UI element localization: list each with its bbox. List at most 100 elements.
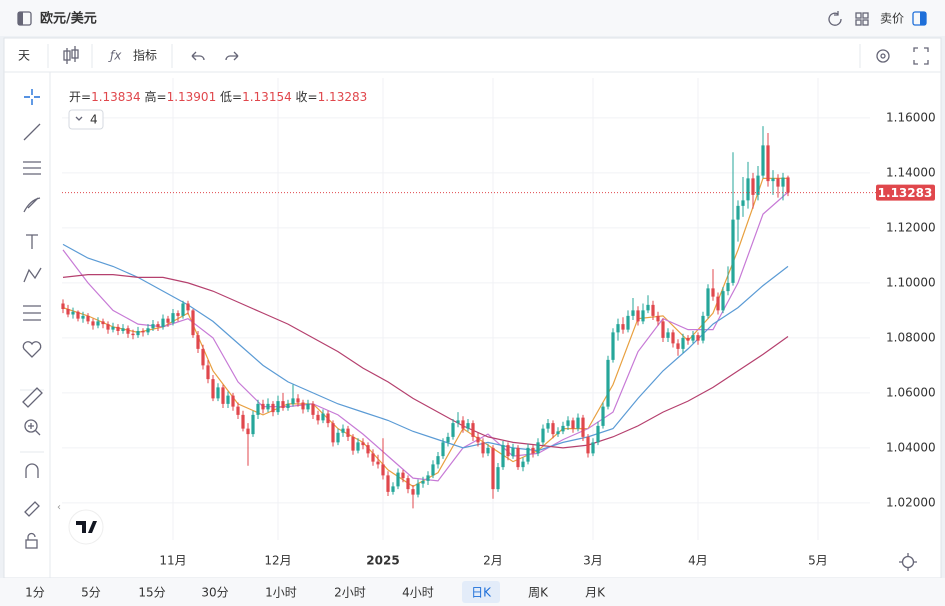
candle-body [496,467,500,490]
period-button[interactable]: 天 [18,49,30,63]
candle-body [141,331,145,333]
candle-body [596,425,600,443]
timeframe-button[interactable]: 15分 [138,586,165,600]
candle-body [256,403,260,415]
pattern-tool[interactable] [23,267,42,283]
favorite-tool[interactable] [22,341,42,358]
candle-body [571,420,575,429]
moving-average-line [62,191,789,482]
candle-body [121,328,125,331]
candle-body [401,472,405,479]
y-tick-label: 1.16000 [886,110,936,124]
chart-frame [3,37,942,579]
candle-body [716,296,720,311]
candle-body [626,315,630,330]
collapse-arrow[interactable]: ‹ [57,502,61,513]
settings-icon-core [880,53,886,59]
candle-body [781,177,785,187]
high-label: 高= [145,89,167,104]
candle-body [61,303,65,309]
candle-body [276,401,280,413]
candle-body [101,321,105,325]
lock-tool[interactable] [25,539,38,549]
candle-body [231,395,235,407]
candle-body [631,310,635,316]
timeframe-button[interactable]: 30分 [201,586,228,600]
candle-body [531,447,535,454]
fullscreen-icon[interactable] [913,47,929,65]
candle-body [506,445,510,457]
timeframe-button[interactable]: 周K [528,586,549,600]
candle-body [161,318,165,327]
candle-body [641,310,645,322]
magnet-tool[interactable] [25,463,39,478]
y-tick-label: 1.02000 [886,495,936,509]
ruler-tool[interactable] [22,387,43,408]
candle-body [416,483,420,495]
candle-body [466,423,470,429]
line-tool[interactable] [23,123,41,141]
candle-body [651,304,655,316]
undo-icon[interactable] [191,51,205,61]
low-label: 低= [220,90,242,104]
x-tick-label: 2025 [366,554,399,568]
candle-body [346,428,350,437]
indicator-toggle[interactable] [68,109,104,130]
brush-tool[interactable] [23,197,41,213]
close-value: 1.13283 [318,90,368,104]
candle-body [451,423,455,437]
grid-icon[interactable] [855,12,869,26]
candle-body [701,315,705,341]
timeframe-button[interactable]: 月K [585,586,606,600]
candle-body [586,436,590,454]
candle-body [291,398,295,404]
timeframe-button[interactable]: 4小时 [402,586,434,600]
candle-type-icon[interactable] [63,46,79,64]
candle-body [721,291,725,311]
lock-draw-tool[interactable] [24,501,40,517]
timeframe-button[interactable]: 1分 [25,586,45,600]
fx-icon: ƒx [108,49,122,63]
icon-stroke [71,49,79,59]
timeframe-button[interactable]: 2小时 [334,586,366,600]
zoom-tool[interactable] [24,419,38,433]
candle-body [336,432,340,443]
candle-body [246,428,250,435]
candle-body [271,403,275,413]
candle-body [96,321,100,326]
candle-body [371,453,375,462]
candle-body [736,205,740,220]
candle-body [756,175,760,195]
timeframe-button[interactable]: 1小时 [265,586,297,600]
redo-icon[interactable] [225,51,239,61]
text-tool[interactable] [26,234,38,249]
axis-settings[interactable] [901,555,915,569]
candle-body [746,178,750,201]
candle-body [616,324,620,333]
candle-body [126,328,130,334]
fib-tool[interactable] [23,305,41,321]
candle-body [351,436,355,451]
timeframe-button[interactable]: 日K [471,586,492,600]
candle-body [196,335,200,349]
icon-stroke [63,50,71,61]
price-side[interactable]: 卖价 [880,12,904,26]
header-bar [0,0,945,36]
refresh-icon[interactable] [828,11,842,26]
candle-body [526,447,530,462]
candle-body [91,321,95,326]
y-tick-label: 1.14000 [886,165,936,179]
open-value: 1.13834 [91,90,141,104]
candle-body [726,282,730,292]
candle-body [396,472,400,487]
parallel-tool[interactable] [23,161,41,175]
crosshair-tool[interactable] [24,89,40,105]
candle-body [536,442,540,454]
timeframe-button[interactable]: 5分 [81,586,101,600]
indicators-button[interactable]: 指标 [133,48,157,63]
candle-body [511,447,515,457]
settings-icon[interactable] [876,49,890,63]
candle-body [261,403,265,410]
